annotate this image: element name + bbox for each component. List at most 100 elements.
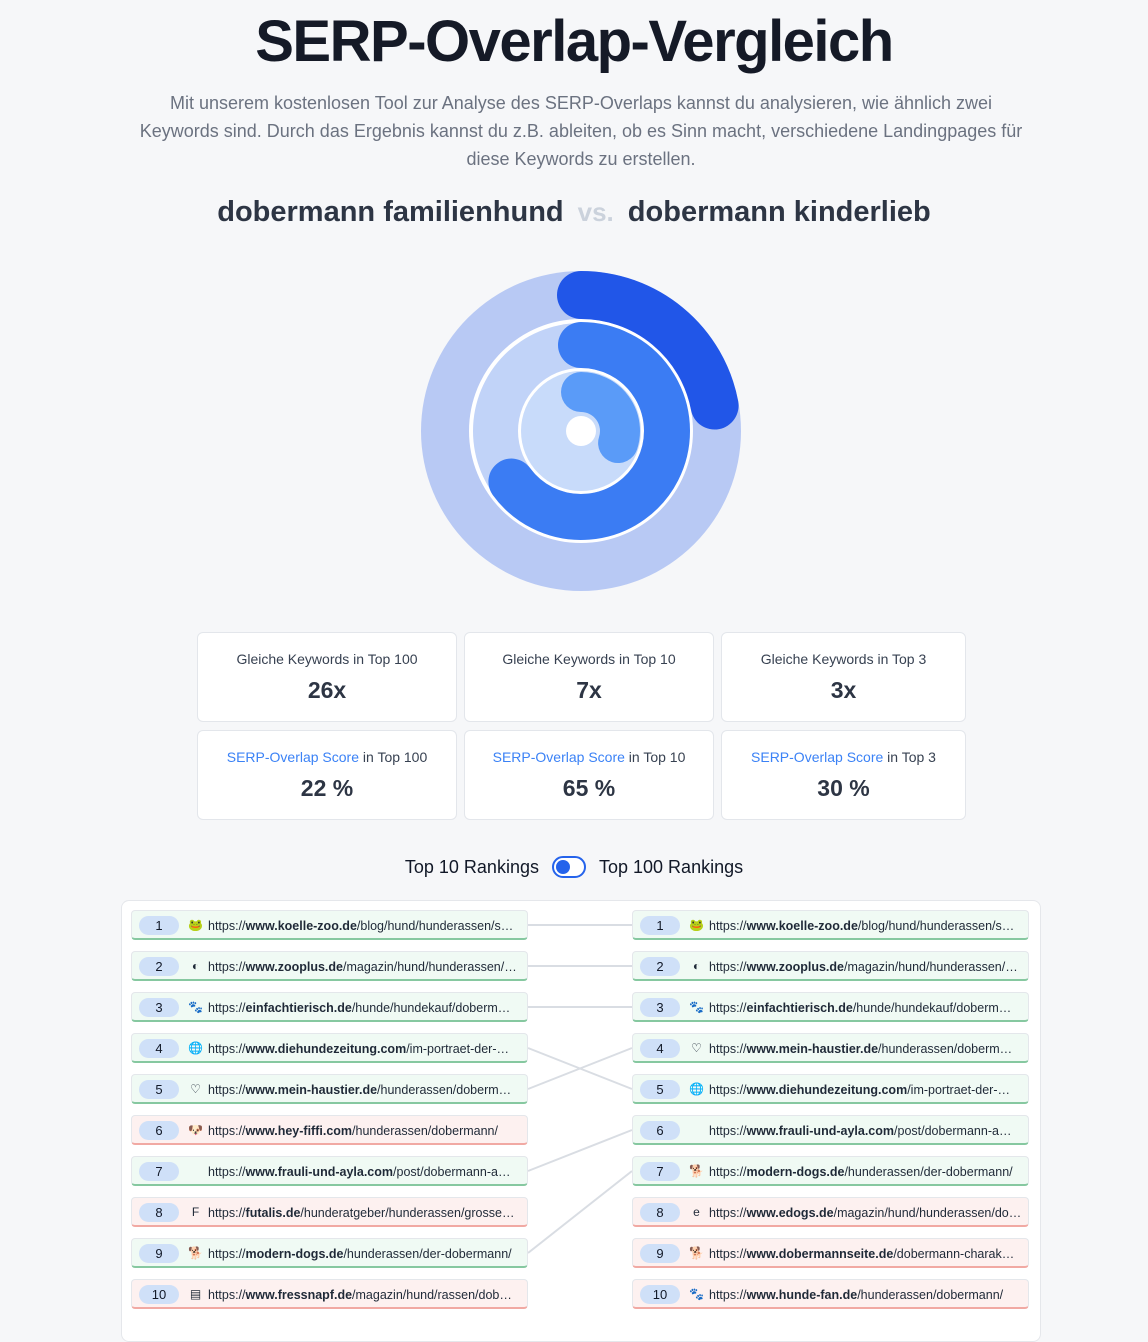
- left-ranking-row[interactable]: 3 🐾 https://einfachtierisch.de/hunde/hunde…: [131, 992, 528, 1022]
- left-ranking-row[interactable]: 2 ◐ https://www.zooplus.de/magazin/hund/hu…: [131, 951, 528, 981]
- left-ranking-row[interactable]: 6 🐶 https://www.hey-fiffi.com/hunderassen/…: [131, 1115, 528, 1145]
- left-ranking-row[interactable]: 7 https://www.frauli-und-ayla.com/post/do…: [131, 1156, 528, 1186]
- keyword-comparison: dobermann familienhund vs. dobermann kinde…: [0, 196, 1148, 229]
- ranking-url-link[interactable]: https://www.dobermannseite.de/dobermann-…: [709, 1247, 1015, 1261]
- ranking-url-link[interactable]: https://www.hey-fiffi.com/hunderassen/do…: [208, 1124, 498, 1138]
- ranking-url-link[interactable]: https://www.diehundezeitung.com/im-portr…: [208, 1042, 509, 1056]
- serp-overlap-score-link[interactable]: SERP-Overlap Score: [751, 749, 884, 765]
- zooplus-icon: ◐: [692, 959, 701, 973]
- score-label-suffix: in Top 100: [359, 749, 428, 765]
- ranking-url-link[interactable]: https://futalis.de/hunderatgeber/hundera…: [208, 1206, 515, 1220]
- right-ranking-row[interactable]: 9 🐕 https://www.dobermannseite.de/doberman…: [632, 1238, 1029, 1268]
- ranking-url-link[interactable]: https://www.zooplus.de/magazin/hund/hund…: [709, 960, 1018, 974]
- rank-number: 1: [139, 916, 179, 935]
- score-label-suffix: in Top 10: [624, 749, 686, 765]
- overlap-ring-chart: [421, 271, 741, 591]
- stat-value: 7x: [576, 677, 602, 703]
- rankings-toggle-switch[interactable]: [551, 856, 586, 879]
- right-ranking-row[interactable]: 7 🐕 https://modern-dogs.de/hunderassen/der…: [632, 1156, 1029, 1186]
- page-title: SERP-Overlap-Vergleich: [255, 9, 894, 74]
- zooplus-icon: ◐: [191, 959, 200, 973]
- right-ranking-row[interactable]: 2 ◐ https://www.zooplus.de/magazin/hund/hu…: [632, 951, 1029, 981]
- stat-card-same-top10: Gleiche Keywords in Top 10 7x: [464, 632, 714, 722]
- ranking-url-link[interactable]: https://www.diehundezeitung.com/im-portr…: [709, 1083, 1010, 1097]
- rank-number: 2: [139, 957, 179, 976]
- score-card-top10: SERP-Overlap Score in Top 10 65 %: [464, 730, 714, 820]
- ranking-url-link[interactable]: https://www.frauli-und-ayla.com/post/dob…: [208, 1165, 511, 1179]
- stat-label: Gleiche Keywords in Top 10: [502, 651, 676, 667]
- rankings-toggle-row: Top 10 Rankings Top 100 Rankings: [0, 856, 1148, 879]
- right-ranking-row[interactable]: 6 https://www.frauli-und-ayla.com/post/do…: [632, 1115, 1029, 1145]
- ranking-url-link[interactable]: https://www.zooplus.de/magazin/hund/hund…: [208, 960, 517, 974]
- ranking-url-link[interactable]: https://www.hunde-fan.de/hunderassen/dob…: [709, 1288, 1004, 1302]
- ranking-url-link[interactable]: https://www.fressnapf.de/magazin/hund/ra…: [208, 1288, 512, 1302]
- dog-face-icon: 🐶: [188, 1123, 203, 1137]
- vs-label: vs.: [577, 197, 614, 227]
- left-ranking-row[interactable]: 5 ♡ https://www.mein-haustier.de/hunderass…: [131, 1074, 528, 1104]
- right-ranking-row[interactable]: 1 🐸 https://www.koelle-zoo.de/blog/hund/hu…: [632, 910, 1029, 940]
- stat-value: 26x: [307, 677, 347, 703]
- rank-number: 9: [640, 1244, 680, 1263]
- ring-arc-top3: [561, 372, 640, 464]
- left-ranking-row[interactable]: 4 🌐 https://www.diehundezeitung.com/im-por…: [131, 1033, 528, 1063]
- keyword-a: dobermann familienhund: [217, 196, 564, 228]
- rank-number: 2: [640, 957, 680, 976]
- ranking-url-link[interactable]: https://www.mein-haustier.de/hunderassen…: [709, 1042, 1013, 1056]
- stat-value: 3x: [830, 677, 857, 703]
- rank-number: 10: [139, 1285, 179, 1304]
- ranking-connection-line: [527, 1047, 633, 1090]
- right-ranking-row[interactable]: 5 🌐 https://www.diehundezeitung.com/im-por…: [632, 1074, 1029, 1104]
- rank-number: 6: [139, 1121, 179, 1140]
- hunde-fan-icon: 🐾: [689, 1287, 704, 1301]
- score-value: 22 %: [300, 775, 354, 801]
- right-ranking-row[interactable]: 4 ♡ https://www.mein-haustier.de/hunderass…: [632, 1033, 1029, 1063]
- ranking-url-link[interactable]: https://einfachtierisch.de/hunde/hundeka…: [208, 1001, 511, 1015]
- serp-overlap-score-link[interactable]: SERP-Overlap Score: [492, 749, 625, 765]
- ranking-url-link[interactable]: https://www.koelle-zoo.de/blog/hund/hund…: [709, 919, 1015, 933]
- toggle-label-top10[interactable]: Top 10 Rankings: [404, 856, 539, 877]
- right-ranking-row[interactable]: 3 🐾 https://einfachtierisch.de/hunde/hunde…: [632, 992, 1029, 1022]
- ranking-url-link[interactable]: https://www.koelle-zoo.de/blog/hund/hund…: [208, 919, 514, 933]
- score-value: 65 %: [562, 775, 616, 801]
- left-ranking-row[interactable]: 1 🐸 https://www.koelle-zoo.de/blog/hund/hu…: [131, 910, 528, 940]
- rank-number: 8: [139, 1203, 179, 1222]
- rank-number: 9: [139, 1244, 179, 1263]
- right-ranking-row[interactable]: 8 e https://www.edogs.de/magazin/hund/hund…: [632, 1197, 1029, 1227]
- dog-icon: 🐕: [188, 1246, 203, 1260]
- ring-arc-top100: [557, 271, 739, 430]
- ranking-url-link[interactable]: https://www.frauli-und-ayla.com/post/dob…: [709, 1124, 1012, 1138]
- ranking-url-link[interactable]: https://einfachtierisch.de/hunde/hundeka…: [709, 1001, 1012, 1015]
- ranking-url-link[interactable]: https://modern-dogs.de/hunderassen/der-d…: [208, 1247, 512, 1261]
- right-ranking-row[interactable]: 10 🐾 https://www.hunde-fan.de/hunderassen/…: [632, 1279, 1029, 1309]
- stat-card-same-top100: Gleiche Keywords in Top 100 26x: [197, 632, 457, 722]
- score-label-suffix: in Top 3: [883, 749, 936, 765]
- dog-icon: 🐕: [689, 1164, 704, 1178]
- ranking-connection-line: [527, 1129, 633, 1172]
- keyword-b: dobermann kinderlieb: [627, 196, 931, 228]
- globe-icon: 🌐: [689, 1082, 704, 1096]
- fressnapf-icon: ▤: [189, 1287, 202, 1301]
- score-card-top100: SERP-Overlap Score in Top 100 22 %: [197, 730, 457, 820]
- left-ranking-row[interactable]: 9 🐕 https://modern-dogs.de/hunderassen/der…: [131, 1238, 528, 1268]
- ranking-url-link[interactable]: https://modern-dogs.de/hunderassen/der-d…: [709, 1165, 1013, 1179]
- ranking-connection-line: [527, 1170, 633, 1254]
- heart-icon: ♡: [190, 1082, 201, 1096]
- serp-overlap-score-link[interactable]: SERP-Overlap Score: [226, 749, 360, 765]
- ranking-connection-line: [527, 1047, 633, 1090]
- paw-icon: 🐾: [188, 1000, 203, 1014]
- score-value: 30 %: [817, 775, 870, 801]
- ring-arc-top10: [488, 322, 690, 540]
- ring-center: [566, 416, 596, 446]
- edogs-icon: e: [693, 1205, 700, 1219]
- toggle-label-top100[interactable]: Top 100 Rankings: [599, 856, 744, 877]
- favicon-placeholder-icon: [689, 1123, 704, 1138]
- paw-icon: 🐾: [689, 1000, 704, 1014]
- ranking-url-link[interactable]: https://www.mein-haustier.de/hunderassen…: [208, 1083, 512, 1097]
- rank-number: 3: [640, 998, 680, 1017]
- stat-label: Gleiche Keywords in Top 100: [236, 651, 418, 667]
- ranking-url-link[interactable]: https://www.edogs.de/magazin/hund/hunder…: [709, 1206, 1025, 1220]
- dobermann-icon: 🐕: [689, 1246, 704, 1260]
- left-ranking-row[interactable]: 10 ▤ https://www.fressnapf.de/magazin/hund…: [131, 1279, 528, 1309]
- toggle-knob: [555, 860, 570, 875]
